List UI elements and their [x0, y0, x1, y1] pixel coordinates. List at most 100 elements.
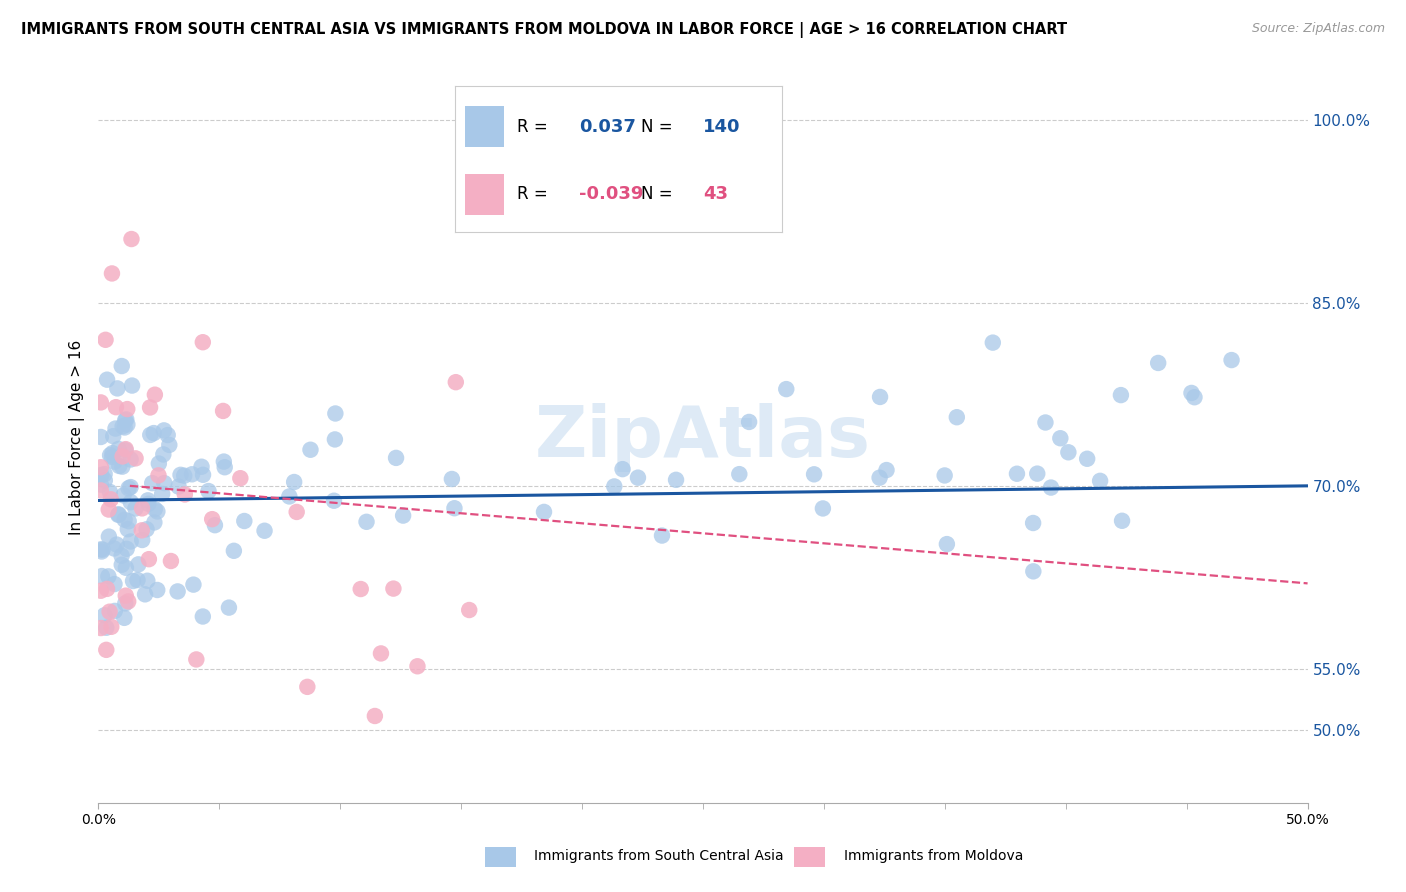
- Point: [1057, 445, 1080, 459]
- Point: [104, 421, 127, 435]
- Point: [146, 504, 169, 518]
- Point: [97, 569, 120, 583]
- Point: [114, 513, 136, 527]
- Point: [285, 505, 308, 519]
- Text: Immigrants from Moldova: Immigrants from Moldova: [844, 849, 1024, 863]
- Point: [100, 492, 122, 507]
- Point: [191, 609, 214, 624]
- Point: [103, 577, 125, 591]
- Point: [91, 542, 114, 557]
- Point: [183, 577, 205, 591]
- Point: [90, 430, 112, 444]
- Point: [612, 462, 634, 476]
- Point: [96, 582, 118, 596]
- Point: [120, 480, 142, 494]
- Point: [325, 407, 347, 421]
- Point: [869, 390, 891, 404]
- Point: [142, 426, 165, 441]
- Point: [98, 448, 121, 462]
- Point: [297, 680, 319, 694]
- Point: [1026, 467, 1049, 481]
- Point: [627, 470, 650, 484]
- Point: [94, 474, 117, 488]
- Point: [139, 428, 162, 442]
- Point: [124, 451, 146, 466]
- Point: [97, 502, 120, 516]
- Point: [93, 467, 115, 481]
- Point: [143, 502, 166, 516]
- Point: [186, 652, 208, 666]
- Point: [152, 447, 174, 461]
- Point: [107, 508, 129, 522]
- Point: [134, 587, 156, 601]
- Point: [981, 335, 1004, 350]
- Point: [115, 541, 138, 556]
- Point: [136, 574, 159, 588]
- Point: [105, 381, 128, 395]
- Point: [135, 522, 157, 536]
- Point: [122, 574, 145, 588]
- Point: [110, 549, 132, 563]
- Point: [127, 573, 149, 587]
- Point: [191, 335, 214, 350]
- Point: [104, 400, 127, 414]
- Point: [214, 460, 236, 475]
- Point: [146, 582, 169, 597]
- Point: [181, 467, 204, 482]
- Point: [166, 584, 188, 599]
- Point: [150, 487, 173, 501]
- Point: [143, 387, 166, 401]
- Point: [356, 515, 378, 529]
- Point: [775, 382, 797, 396]
- Point: [603, 479, 626, 493]
- Point: [1022, 565, 1045, 579]
- Point: [139, 401, 162, 415]
- Point: [229, 471, 252, 485]
- Point: [728, 467, 751, 482]
- Point: [105, 538, 128, 552]
- Point: [1111, 514, 1133, 528]
- Point: [323, 493, 346, 508]
- Point: [90, 460, 112, 475]
- Point: [169, 467, 191, 482]
- Point: [114, 420, 136, 434]
- Point: [114, 589, 136, 603]
- Point: [253, 524, 276, 538]
- Point: [97, 530, 120, 544]
- Text: ZipAtlas: ZipAtlas: [536, 402, 870, 472]
- Point: [440, 472, 463, 486]
- Point: [651, 528, 673, 542]
- Point: [90, 467, 112, 482]
- Point: [98, 605, 121, 619]
- Point: [131, 533, 153, 547]
- Point: [533, 505, 555, 519]
- Point: [869, 470, 891, 484]
- Point: [112, 611, 135, 625]
- Point: [115, 412, 138, 426]
- Point: [190, 459, 212, 474]
- Point: [121, 378, 143, 392]
- Point: [197, 483, 219, 498]
- Point: [114, 443, 136, 458]
- Point: [114, 596, 136, 610]
- Point: [1035, 416, 1057, 430]
- Point: [117, 522, 139, 536]
- Point: [160, 554, 183, 568]
- Point: [108, 458, 131, 473]
- Point: [1147, 356, 1170, 370]
- Point: [444, 375, 467, 389]
- Point: [127, 558, 149, 572]
- Point: [148, 457, 170, 471]
- Point: [120, 495, 142, 509]
- Point: [138, 552, 160, 566]
- Point: [222, 544, 245, 558]
- Point: [120, 452, 142, 467]
- Point: [107, 442, 129, 456]
- Point: [118, 514, 141, 528]
- Point: [167, 480, 190, 494]
- Point: [104, 604, 127, 618]
- Point: [153, 423, 176, 437]
- Point: [935, 537, 957, 551]
- Point: [218, 600, 240, 615]
- Point: [876, 463, 898, 477]
